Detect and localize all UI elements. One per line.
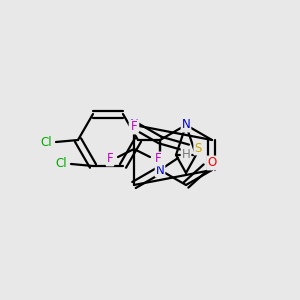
Text: S: S (194, 142, 202, 154)
Text: N: N (130, 118, 138, 131)
Text: F: F (155, 152, 161, 166)
Text: N: N (182, 118, 190, 131)
Text: Cl: Cl (55, 158, 67, 170)
Text: N: N (156, 164, 164, 176)
Text: F: F (107, 152, 113, 166)
Text: H: H (182, 148, 190, 160)
Text: O: O (207, 157, 217, 169)
Text: Cl: Cl (40, 136, 52, 148)
Text: F: F (131, 121, 137, 134)
